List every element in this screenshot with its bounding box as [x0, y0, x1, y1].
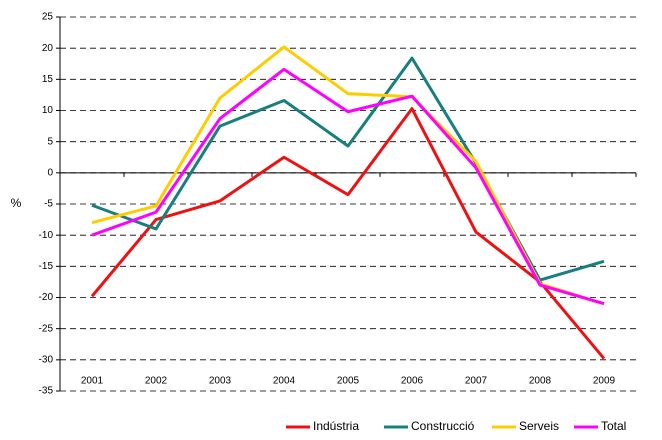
y-tick-label: 5 [47, 136, 53, 147]
x-tick-label: 2001 [81, 376, 104, 387]
x-tick-label: 2002 [145, 376, 168, 387]
legend-label: Construcció [411, 419, 475, 433]
series-line [91, 67, 605, 306]
y-tick-label: -15 [39, 261, 54, 272]
y-tick-label: 0 [47, 167, 53, 178]
y-tick-label: -35 [39, 386, 54, 397]
y-tick-label: 25 [42, 12, 54, 23]
y-tick-label: 15 [42, 74, 54, 85]
legend-label: Serveis [519, 419, 559, 433]
y-tick-label: -30 [39, 354, 54, 365]
x-tick-label: 2003 [209, 376, 232, 387]
series-line [91, 56, 605, 282]
y-tick-label: -20 [39, 292, 54, 303]
x-tick-label: 2004 [273, 376, 296, 387]
x-tick-label: 2007 [465, 376, 488, 387]
y-tick-label: 10 [42, 105, 54, 116]
x-tick-label: 2006 [401, 376, 424, 387]
y-tick-label: -10 [39, 230, 54, 241]
series-line [91, 45, 605, 306]
series-line [90, 107, 606, 360]
y-tick-label: 20 [42, 43, 54, 54]
x-tick-label: 2008 [529, 376, 552, 387]
legend-label: Total [601, 419, 626, 433]
y-tick-label: -25 [39, 323, 54, 334]
y-axis-label: % [11, 196, 22, 210]
y-tick-label: -5 [44, 199, 53, 210]
x-tick-label: 2005 [337, 376, 360, 387]
legend-label: Indústria [313, 419, 359, 433]
x-tick-label: 2009 [593, 376, 616, 387]
